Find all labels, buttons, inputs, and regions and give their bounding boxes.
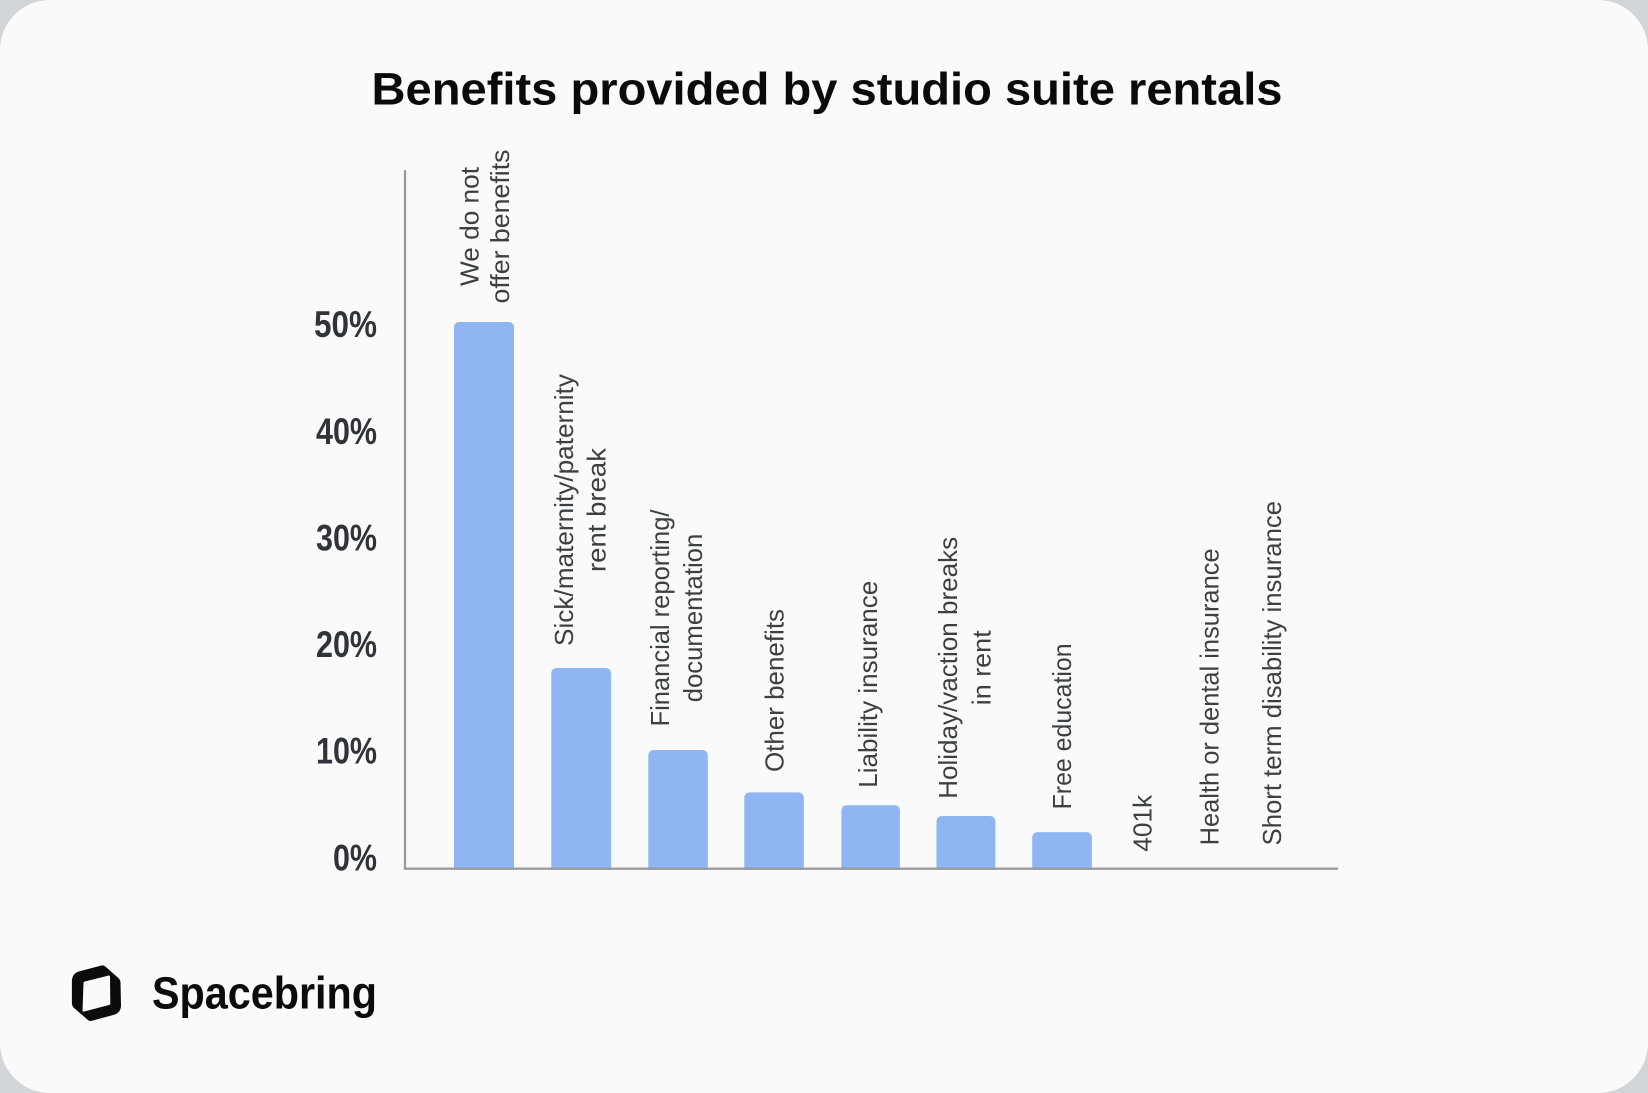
svg-text:20%: 20% (316, 624, 377, 665)
svg-text:Health or dental insurance: Health or dental insurance (1195, 548, 1225, 845)
svg-text:We do not: We do not (455, 166, 485, 286)
svg-text:Other benefits: Other benefits (760, 609, 790, 772)
svg-text:rent break: rent break (582, 447, 612, 572)
svg-text:30%: 30% (316, 517, 377, 558)
svg-text:Holiday/vaction breaks: Holiday/vaction breaks (933, 537, 963, 799)
svg-text:Financial reporting/: Financial reporting/ (645, 509, 675, 727)
svg-text:in rent: in rent (967, 629, 997, 705)
svg-text:Benefits provided by studio su: Benefits provided by studio suite rental… (372, 63, 1283, 114)
svg-text:Sick/maternity/paternity: Sick/maternity/paternity (549, 374, 579, 646)
svg-text:40%: 40% (316, 411, 377, 452)
svg-text:Spacebring: Spacebring (152, 968, 377, 1019)
svg-text:offer benefits: offer benefits (485, 150, 515, 304)
svg-text:Free education: Free education (1047, 643, 1077, 809)
svg-text:401k: 401k (1128, 794, 1158, 852)
svg-text:0%: 0% (333, 837, 377, 878)
svg-text:10%: 10% (316, 731, 377, 772)
svg-text:50%: 50% (314, 304, 377, 345)
svg-text:documentation: documentation (678, 534, 708, 703)
svg-text:Liability insurance: Liability insurance (853, 581, 883, 788)
svg-text:Short term disability insuranc: Short term disability insurance (1257, 501, 1287, 846)
